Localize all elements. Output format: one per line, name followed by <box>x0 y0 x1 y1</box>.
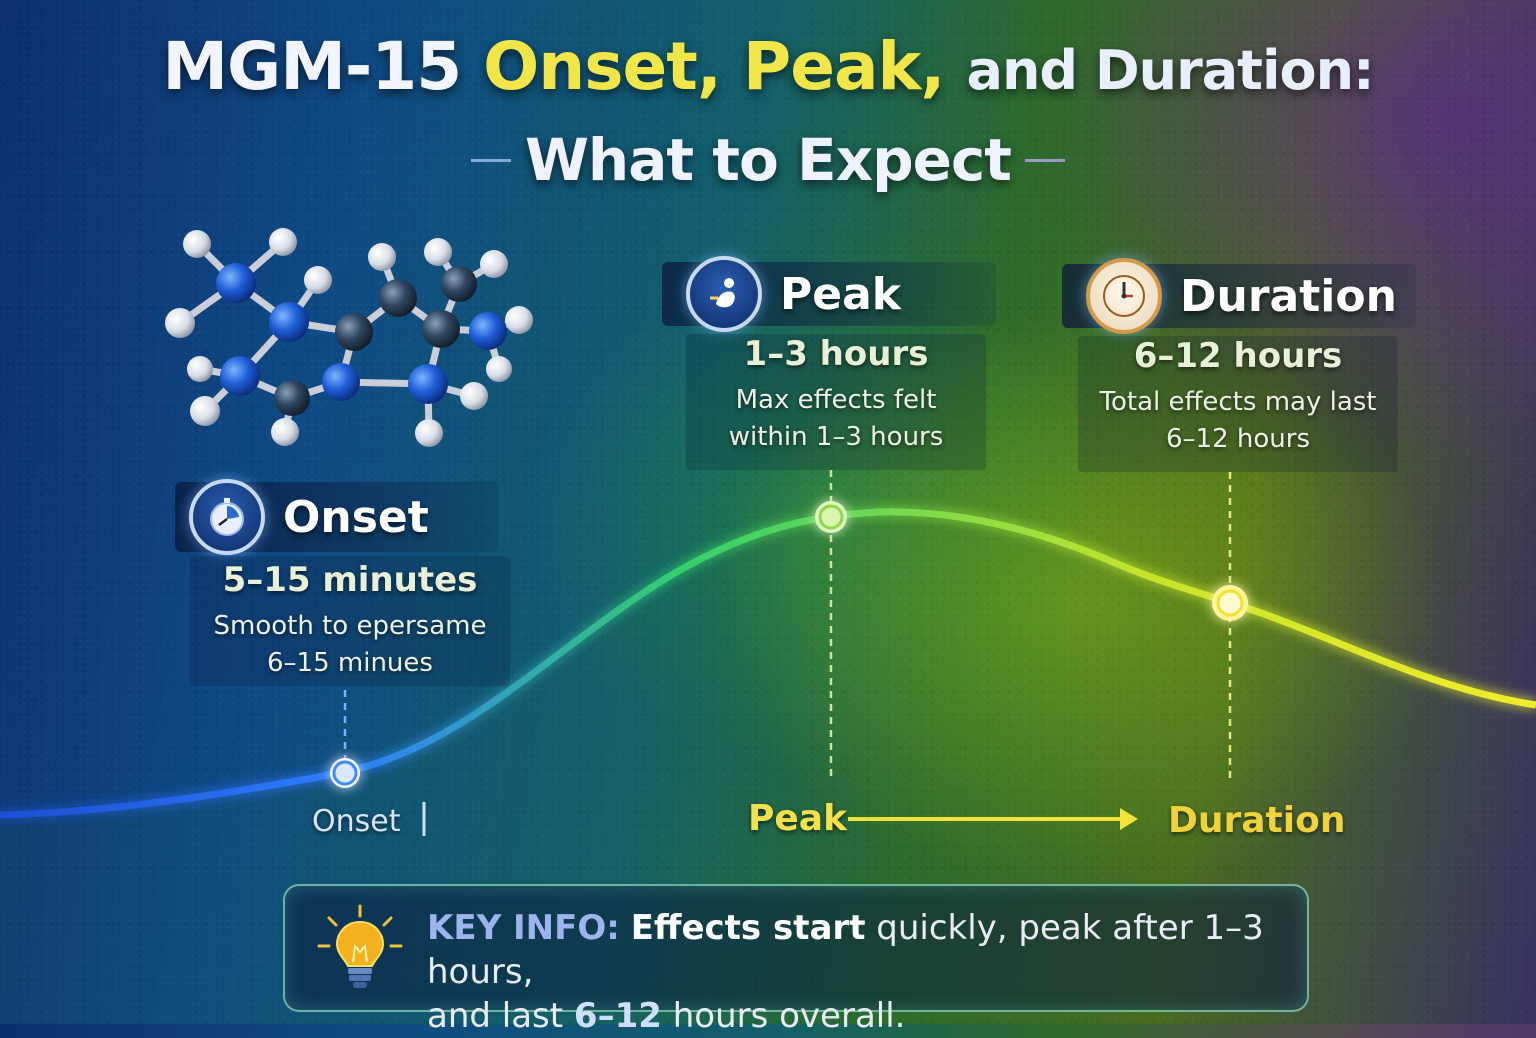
peak-heading: Peak <box>662 256 996 332</box>
onset-desc-line2: 6–15 minues <box>267 648 433 678</box>
onset-time: 5–15 minutes <box>222 560 478 600</box>
key-info-label: KEY INFO: <box>427 908 620 948</box>
peak-time: 1–3 hours <box>743 334 929 374</box>
timeline-arrowhead <box>1120 808 1138 830</box>
subtitle-rule-right <box>1025 158 1066 162</box>
key-info-bold-1: Effects start <box>630 908 866 948</box>
peak-desc-line2: within 1–3 hours <box>728 422 944 452</box>
key-info-text-1: quickly, peak after 1–3 hours, <box>427 908 1264 992</box>
peak-panel: 1–3 hours Max effects felt within 1–3 ho… <box>686 334 986 470</box>
timeline-onset-label: Onset <box>312 804 401 839</box>
title-part-1: MGM-15 <box>162 28 462 105</box>
duration-desc-line2: 6–12 hours <box>1166 424 1310 454</box>
key-info-text-3: hours overall. <box>672 996 906 1036</box>
duration-panel: 6–12 hours Total effects may last 6–12 h… <box>1078 336 1398 472</box>
peak-desc-line1: Max effects felt <box>735 385 937 415</box>
lightbulb-icon <box>317 904 403 988</box>
duration-heading: Duration <box>1062 258 1416 334</box>
duration-heading-label: Duration <box>1180 270 1397 322</box>
onset-dot <box>330 758 360 788</box>
onset-heading-label: Onset <box>283 491 429 543</box>
person-icon <box>686 256 762 332</box>
onset-panel: 5–15 minutes Smooth to epersame 6–15 min… <box>190 556 510 686</box>
timeline-duration-label: Duration <box>1168 800 1346 841</box>
page-title: MGM-15 Onset, Peak, and Duration: <box>0 28 1536 105</box>
key-info-text-2: and last <box>427 996 564 1036</box>
peak-heading-label: Peak <box>780 268 902 320</box>
stopwatch-icon <box>189 479 265 555</box>
page-subtitle: What to Expect <box>524 126 1012 194</box>
clock-icon <box>1086 258 1162 334</box>
onset-desc-line1: Smooth to epersame <box>213 611 487 641</box>
peak-dot <box>815 501 847 533</box>
title-part-3: and Duration: <box>966 39 1375 102</box>
key-info-bold-2: 6–12 <box>573 996 662 1036</box>
duration-time: 6–12 hours <box>1133 336 1343 376</box>
key-info-box: KEY INFO: Effects start quickly, peak af… <box>283 884 1309 1036</box>
key-info-text: KEY INFO: Effects start quickly, peak af… <box>427 906 1297 1038</box>
title-part-2: Onset, Peak, <box>483 28 945 105</box>
subtitle-rule-left <box>470 158 511 162</box>
timeline-peak-label: Peak <box>748 798 848 839</box>
onset-heading: Onset <box>175 479 499 555</box>
duration-desc-line1: Total effects may last <box>1099 387 1377 417</box>
duration-dot <box>1212 585 1248 621</box>
molecule-illustration <box>165 228 533 447</box>
subtitle-row: What to Expect <box>0 120 1536 200</box>
